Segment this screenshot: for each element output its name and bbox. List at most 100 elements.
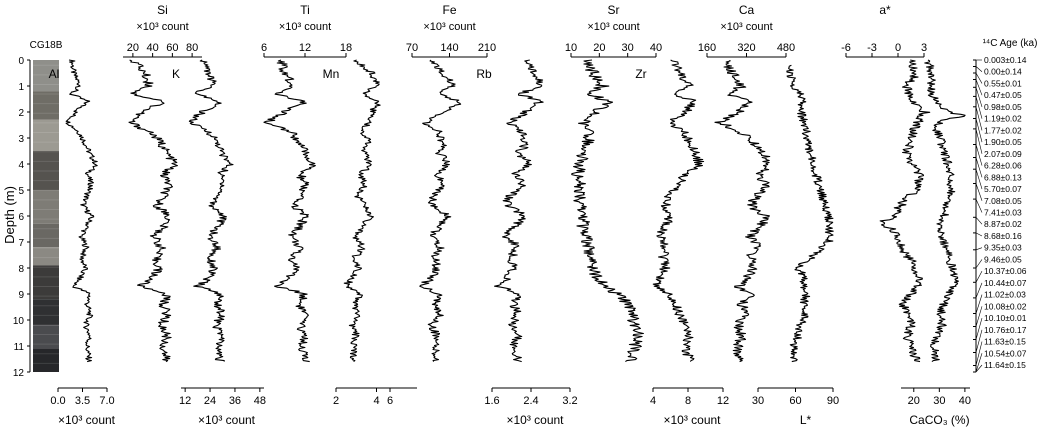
depth-tick-label: 0 bbox=[18, 56, 24, 67]
panel-lstar: 30 60 90 L* bbox=[752, 64, 839, 427]
age-leader bbox=[975, 157, 983, 178]
age-leader bbox=[975, 232, 983, 237]
depth-tick-label: 4 bbox=[18, 160, 24, 171]
age-leader bbox=[975, 341, 983, 366]
age-leader bbox=[975, 329, 983, 353]
age-leader bbox=[975, 198, 983, 213]
panel-al: 0.0 3.5 7.0 ×10³ count Al bbox=[49, 59, 116, 427]
age-leader bbox=[975, 79, 983, 96]
age-leader bbox=[975, 87, 983, 108]
depth-tick-label: 3 bbox=[18, 134, 24, 145]
panel-ca: 160 320 480 ×10³ count Ca bbox=[698, 3, 795, 363]
age-label: 1.90±0.05 bbox=[984, 137, 1022, 147]
tick-label-k: 36 bbox=[229, 395, 241, 407]
age-label: 0.55±0.01 bbox=[984, 78, 1022, 88]
age-label: 1.77±0.02 bbox=[984, 125, 1022, 135]
age-leader bbox=[975, 118, 983, 143]
tick-label-k: 12 bbox=[179, 395, 191, 407]
tick-label-lstar: 30 bbox=[752, 395, 764, 407]
age-label: 10.54±0.07 bbox=[984, 348, 1027, 358]
tick-label-ti: 6 bbox=[261, 42, 267, 54]
age-leader bbox=[975, 306, 983, 327]
unit-label-caco3: CaCO₃ (%) bbox=[909, 413, 969, 427]
profile-line-astar bbox=[879, 59, 931, 363]
tick-label-zr: 12 bbox=[717, 395, 729, 407]
tick-label-si: 40 bbox=[147, 42, 159, 54]
unit-label-ti: ×10³ count bbox=[279, 21, 331, 33]
core-label: CG18B bbox=[30, 40, 63, 51]
tick-label-al: 0.0 bbox=[50, 395, 65, 407]
core-band bbox=[33, 190, 59, 224]
tick-label-al: 3.5 bbox=[75, 395, 90, 407]
tick-label-ca: 320 bbox=[737, 42, 755, 54]
tick-label-fe: 70 bbox=[406, 42, 418, 54]
age-leader bbox=[975, 282, 983, 299]
panel-fe_low: 6 bbox=[336, 387, 417, 407]
unit-label-k: ×10³ count bbox=[198, 413, 256, 427]
age-label: 6.28±0.06 bbox=[984, 161, 1022, 171]
age-leader bbox=[975, 169, 983, 190]
panel-mn: 2 4 Mn bbox=[323, 59, 417, 407]
depth-tick-label: 9 bbox=[18, 290, 24, 301]
age-label: 10.10±0.01 bbox=[984, 313, 1027, 323]
tick-label-lstar: 90 bbox=[827, 395, 839, 407]
tick-label-caco3: 20 bbox=[908, 395, 920, 407]
age-label: 5.70±0.07 bbox=[984, 184, 1022, 194]
age-label: 0.98±0.05 bbox=[984, 102, 1022, 112]
panel-rb: 1.6 2.4 3.2 ×10³ count Rb bbox=[476, 59, 578, 427]
panel-title-si: Si bbox=[157, 3, 168, 17]
unit-label-zr: ×10³ count bbox=[663, 413, 721, 427]
panel-title-zr: Zr bbox=[635, 67, 646, 81]
age-axis: 0.003±0.14 0.00±0.140.55±0.01 0.47±0.05 0.9… bbox=[973, 55, 1027, 373]
core-band bbox=[33, 325, 59, 349]
age-leader bbox=[975, 66, 983, 72]
tick-label-astar: 3 bbox=[921, 42, 927, 54]
panel-title-ca: Ca bbox=[739, 3, 755, 17]
panel-ti: 6 12 18 ×10³ count Ti bbox=[261, 3, 352, 363]
core-band bbox=[33, 299, 59, 326]
unit-label-sr: ×10³ count bbox=[587, 21, 639, 33]
tick-label-fe_low: 6 bbox=[387, 395, 393, 407]
depth-tick-label: 12 bbox=[13, 368, 25, 379]
profile-line-zr bbox=[652, 59, 705, 362]
tick-label-ca: 160 bbox=[698, 42, 716, 54]
depth-tick-label: 1 bbox=[18, 82, 24, 93]
profile-line-al bbox=[65, 59, 98, 363]
profile-line-ca bbox=[714, 59, 771, 363]
depth-tick-label: 2 bbox=[18, 108, 24, 119]
profile-line-lstar bbox=[786, 64, 834, 363]
profile-line-rb bbox=[494, 59, 544, 363]
panel-sr: 10 20 30 40 ×10³ count Sr bbox=[565, 3, 662, 363]
tick-label-ti: 18 bbox=[340, 42, 352, 54]
core-band bbox=[33, 60, 59, 92]
tick-label-zr: 8 bbox=[685, 395, 691, 407]
tick-label-caco3: 30 bbox=[933, 395, 945, 407]
age-label: 0.003±0.14 bbox=[984, 55, 1027, 65]
core-band bbox=[33, 265, 59, 300]
unit-label-al: ×10³ count bbox=[58, 413, 116, 427]
age-label: 10.08±0.02 bbox=[984, 301, 1027, 311]
age-label: 7.41±0.03 bbox=[984, 208, 1022, 218]
tick-label-si: 80 bbox=[186, 42, 198, 54]
panel-title-astar: a* bbox=[879, 3, 891, 17]
panel-astar: -6 -3 0 3 a* bbox=[841, 3, 931, 363]
panel-title-al: Al bbox=[49, 67, 60, 81]
tick-label-sr: 40 bbox=[650, 42, 662, 54]
tick-label-rb: 1.6 bbox=[484, 395, 499, 407]
panel-fe: 70 140 210×10³ count Fe bbox=[406, 3, 496, 362]
depth-tick-label: 6 bbox=[18, 212, 24, 223]
age-label: 6.88±0.13 bbox=[984, 172, 1022, 182]
age-leader bbox=[975, 183, 983, 201]
unit-label-fe: ×10³ count bbox=[423, 21, 475, 33]
profile-line-sr bbox=[571, 59, 644, 363]
age-label: 11.64±0.15 bbox=[984, 360, 1026, 370]
age-label: 10.76±0.17 bbox=[984, 325, 1027, 335]
age-label: 8.68±0.16 bbox=[984, 231, 1022, 241]
profile-line-si bbox=[128, 59, 178, 363]
tick-label-ca: 480 bbox=[777, 42, 795, 54]
depth-tick-label: 5 bbox=[18, 186, 24, 197]
tick-label-mn: 4 bbox=[373, 395, 379, 407]
